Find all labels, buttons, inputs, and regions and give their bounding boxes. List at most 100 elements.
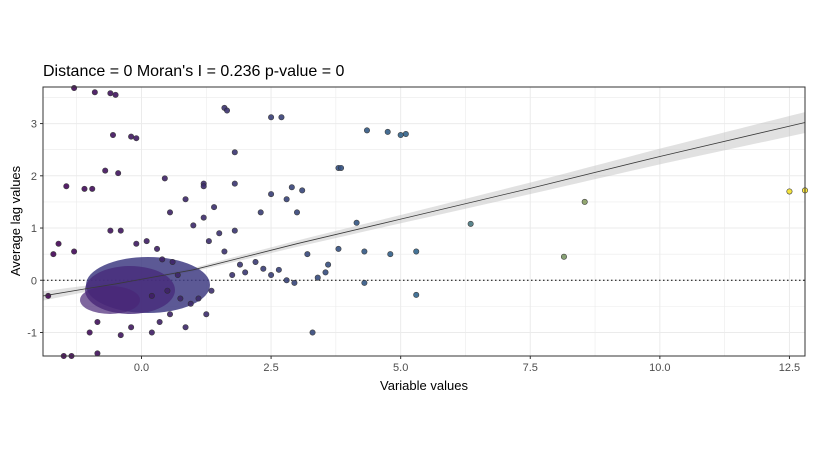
data-point bbox=[167, 311, 174, 318]
y-tick-label: 2 bbox=[31, 171, 37, 183]
data-point bbox=[94, 319, 101, 326]
data-point bbox=[268, 191, 275, 198]
data-point bbox=[182, 324, 189, 331]
data-point bbox=[252, 258, 259, 265]
data-point bbox=[195, 295, 202, 302]
data-point bbox=[128, 324, 135, 331]
data-point bbox=[148, 329, 155, 336]
data-point bbox=[167, 209, 174, 216]
data-point bbox=[467, 220, 474, 227]
data-point bbox=[117, 227, 124, 234]
data-point bbox=[71, 85, 78, 92]
dense-cluster-left bbox=[80, 286, 140, 314]
trend-line bbox=[42, 122, 806, 297]
data-point bbox=[275, 266, 282, 273]
data-point bbox=[353, 219, 360, 226]
data-point bbox=[314, 274, 321, 281]
data-point bbox=[161, 175, 168, 182]
data-point bbox=[283, 277, 290, 284]
y-axis-ticks: -1 0 1 2 3 bbox=[27, 119, 43, 339]
data-point bbox=[242, 269, 249, 276]
data-point bbox=[257, 209, 264, 216]
data-point bbox=[231, 149, 238, 156]
data-point bbox=[177, 295, 184, 302]
data-point bbox=[112, 91, 119, 98]
data-point bbox=[115, 170, 122, 177]
data-point bbox=[128, 133, 135, 140]
data-point bbox=[335, 245, 342, 252]
grid-lines bbox=[43, 87, 805, 356]
data-point bbox=[107, 227, 114, 234]
data-point bbox=[402, 131, 409, 138]
x-tick-label: 12.5 bbox=[779, 362, 800, 374]
x-tick-label: 7.5 bbox=[523, 362, 538, 374]
data-point bbox=[236, 261, 243, 268]
data-point bbox=[260, 265, 267, 272]
data-point bbox=[45, 292, 52, 299]
data-point bbox=[190, 222, 197, 229]
data-point bbox=[203, 311, 210, 318]
data-point bbox=[200, 183, 207, 190]
data-point bbox=[560, 253, 567, 260]
data-point bbox=[231, 180, 238, 187]
data-point bbox=[89, 185, 96, 192]
data-point bbox=[283, 196, 290, 203]
x-axis-title: Variable values bbox=[380, 378, 468, 393]
data-point bbox=[278, 114, 285, 121]
data-point bbox=[50, 251, 57, 258]
x-tick-label: 0.0 bbox=[134, 362, 149, 374]
x-tick-label: 10.0 bbox=[649, 362, 670, 374]
x-axis-ticks: 0.0 2.5 5.0 7.5 10.0 12.5 bbox=[134, 356, 800, 374]
data-point bbox=[55, 240, 62, 247]
data-point bbox=[231, 227, 238, 234]
data-point bbox=[133, 135, 140, 142]
data-point bbox=[154, 245, 161, 252]
data-point bbox=[159, 256, 166, 263]
data-point bbox=[216, 230, 223, 237]
data-point bbox=[81, 185, 88, 192]
data-point bbox=[94, 350, 101, 357]
data-point bbox=[86, 329, 93, 336]
x-tick-label: 5.0 bbox=[393, 362, 408, 374]
data-point bbox=[164, 287, 171, 294]
data-point bbox=[413, 248, 420, 255]
data-point bbox=[325, 261, 332, 268]
data-point bbox=[309, 329, 316, 336]
data-point bbox=[107, 90, 114, 97]
data-point bbox=[169, 258, 176, 265]
chart-title: Distance = 0 Moran's I = 0.236 p-value =… bbox=[43, 63, 345, 80]
data-point bbox=[205, 238, 212, 245]
data-point bbox=[363, 127, 370, 134]
data-point bbox=[102, 167, 109, 174]
data-point bbox=[304, 251, 311, 258]
data-point bbox=[200, 214, 207, 221]
x-tick-label: 2.5 bbox=[263, 362, 278, 374]
data-point bbox=[109, 132, 116, 139]
data-point bbox=[187, 300, 194, 307]
data-point bbox=[91, 89, 98, 96]
data-point bbox=[384, 128, 391, 135]
data-point bbox=[208, 287, 215, 294]
data-point bbox=[117, 332, 124, 339]
data-point bbox=[229, 272, 236, 279]
data-point bbox=[224, 107, 231, 114]
scatter-points bbox=[45, 85, 808, 359]
data-point bbox=[361, 279, 368, 286]
data-point bbox=[221, 248, 228, 255]
data-point bbox=[293, 209, 300, 216]
data-point bbox=[71, 248, 78, 255]
data-point bbox=[143, 238, 150, 245]
data-point bbox=[291, 279, 298, 286]
data-point bbox=[581, 198, 588, 205]
data-point bbox=[413, 291, 420, 298]
data-point bbox=[387, 251, 394, 258]
data-point bbox=[268, 272, 275, 279]
y-tick-label: 1 bbox=[31, 223, 37, 235]
data-point bbox=[288, 184, 295, 191]
data-point bbox=[133, 240, 140, 247]
data-point bbox=[156, 319, 163, 326]
data-point bbox=[299, 187, 306, 194]
data-point bbox=[182, 196, 189, 203]
y-tick-label: 3 bbox=[31, 119, 37, 131]
